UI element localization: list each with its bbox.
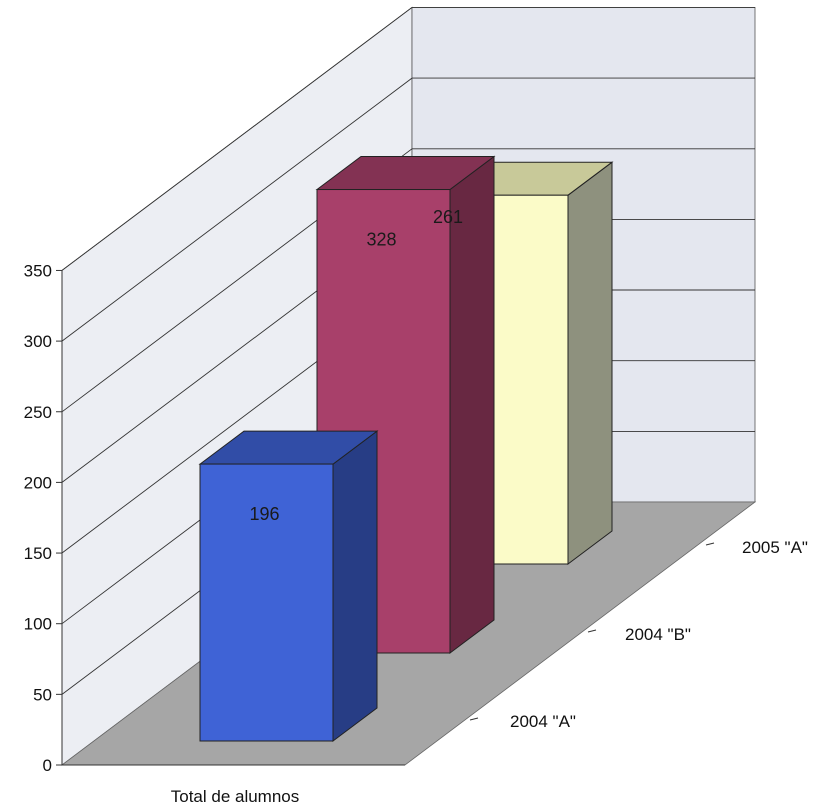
x-category-label: Total de alumnos xyxy=(171,787,300,806)
y-tick-label: 0 xyxy=(43,756,52,775)
bar-side-face xyxy=(332,430,378,742)
y-axis: 0 50 100 150 200 250 300 350 xyxy=(24,261,715,775)
depth-tick-mark xyxy=(705,542,715,546)
depth-tick-mark xyxy=(469,717,479,721)
bar-0 xyxy=(198,430,379,742)
depth-tick-mark xyxy=(587,629,597,633)
y-tick-label: 300 xyxy=(24,332,52,351)
bar-side-face xyxy=(567,161,613,565)
bars xyxy=(198,155,614,742)
data-labels: 261 328 196 xyxy=(249,207,463,524)
y-tick-label: 200 xyxy=(24,473,52,492)
data-label: 328 xyxy=(366,230,396,250)
series-axis-label: 2004 "A" xyxy=(510,712,576,731)
axis-labels: Total de alumnos 2004 "A" 2004 "B" 2005 "A" xyxy=(171,538,808,806)
y-tick-label: 250 xyxy=(24,403,52,422)
gridline xyxy=(61,77,755,342)
data-label: 196 xyxy=(249,504,279,524)
gridline xyxy=(61,6,755,271)
series-axis-label: 2005 "A" xyxy=(742,538,808,557)
y-tick-label: 100 xyxy=(24,615,52,634)
y-tick-label: 150 xyxy=(24,544,52,563)
data-label: 261 xyxy=(433,207,463,227)
y-tick-label: 50 xyxy=(33,685,52,704)
gridline xyxy=(61,148,755,413)
bar-side-face xyxy=(449,155,495,654)
series-axis-label: 2004 "B" xyxy=(625,625,691,644)
y-tick-label: 350 xyxy=(24,261,52,280)
bar-front-face xyxy=(199,463,334,742)
